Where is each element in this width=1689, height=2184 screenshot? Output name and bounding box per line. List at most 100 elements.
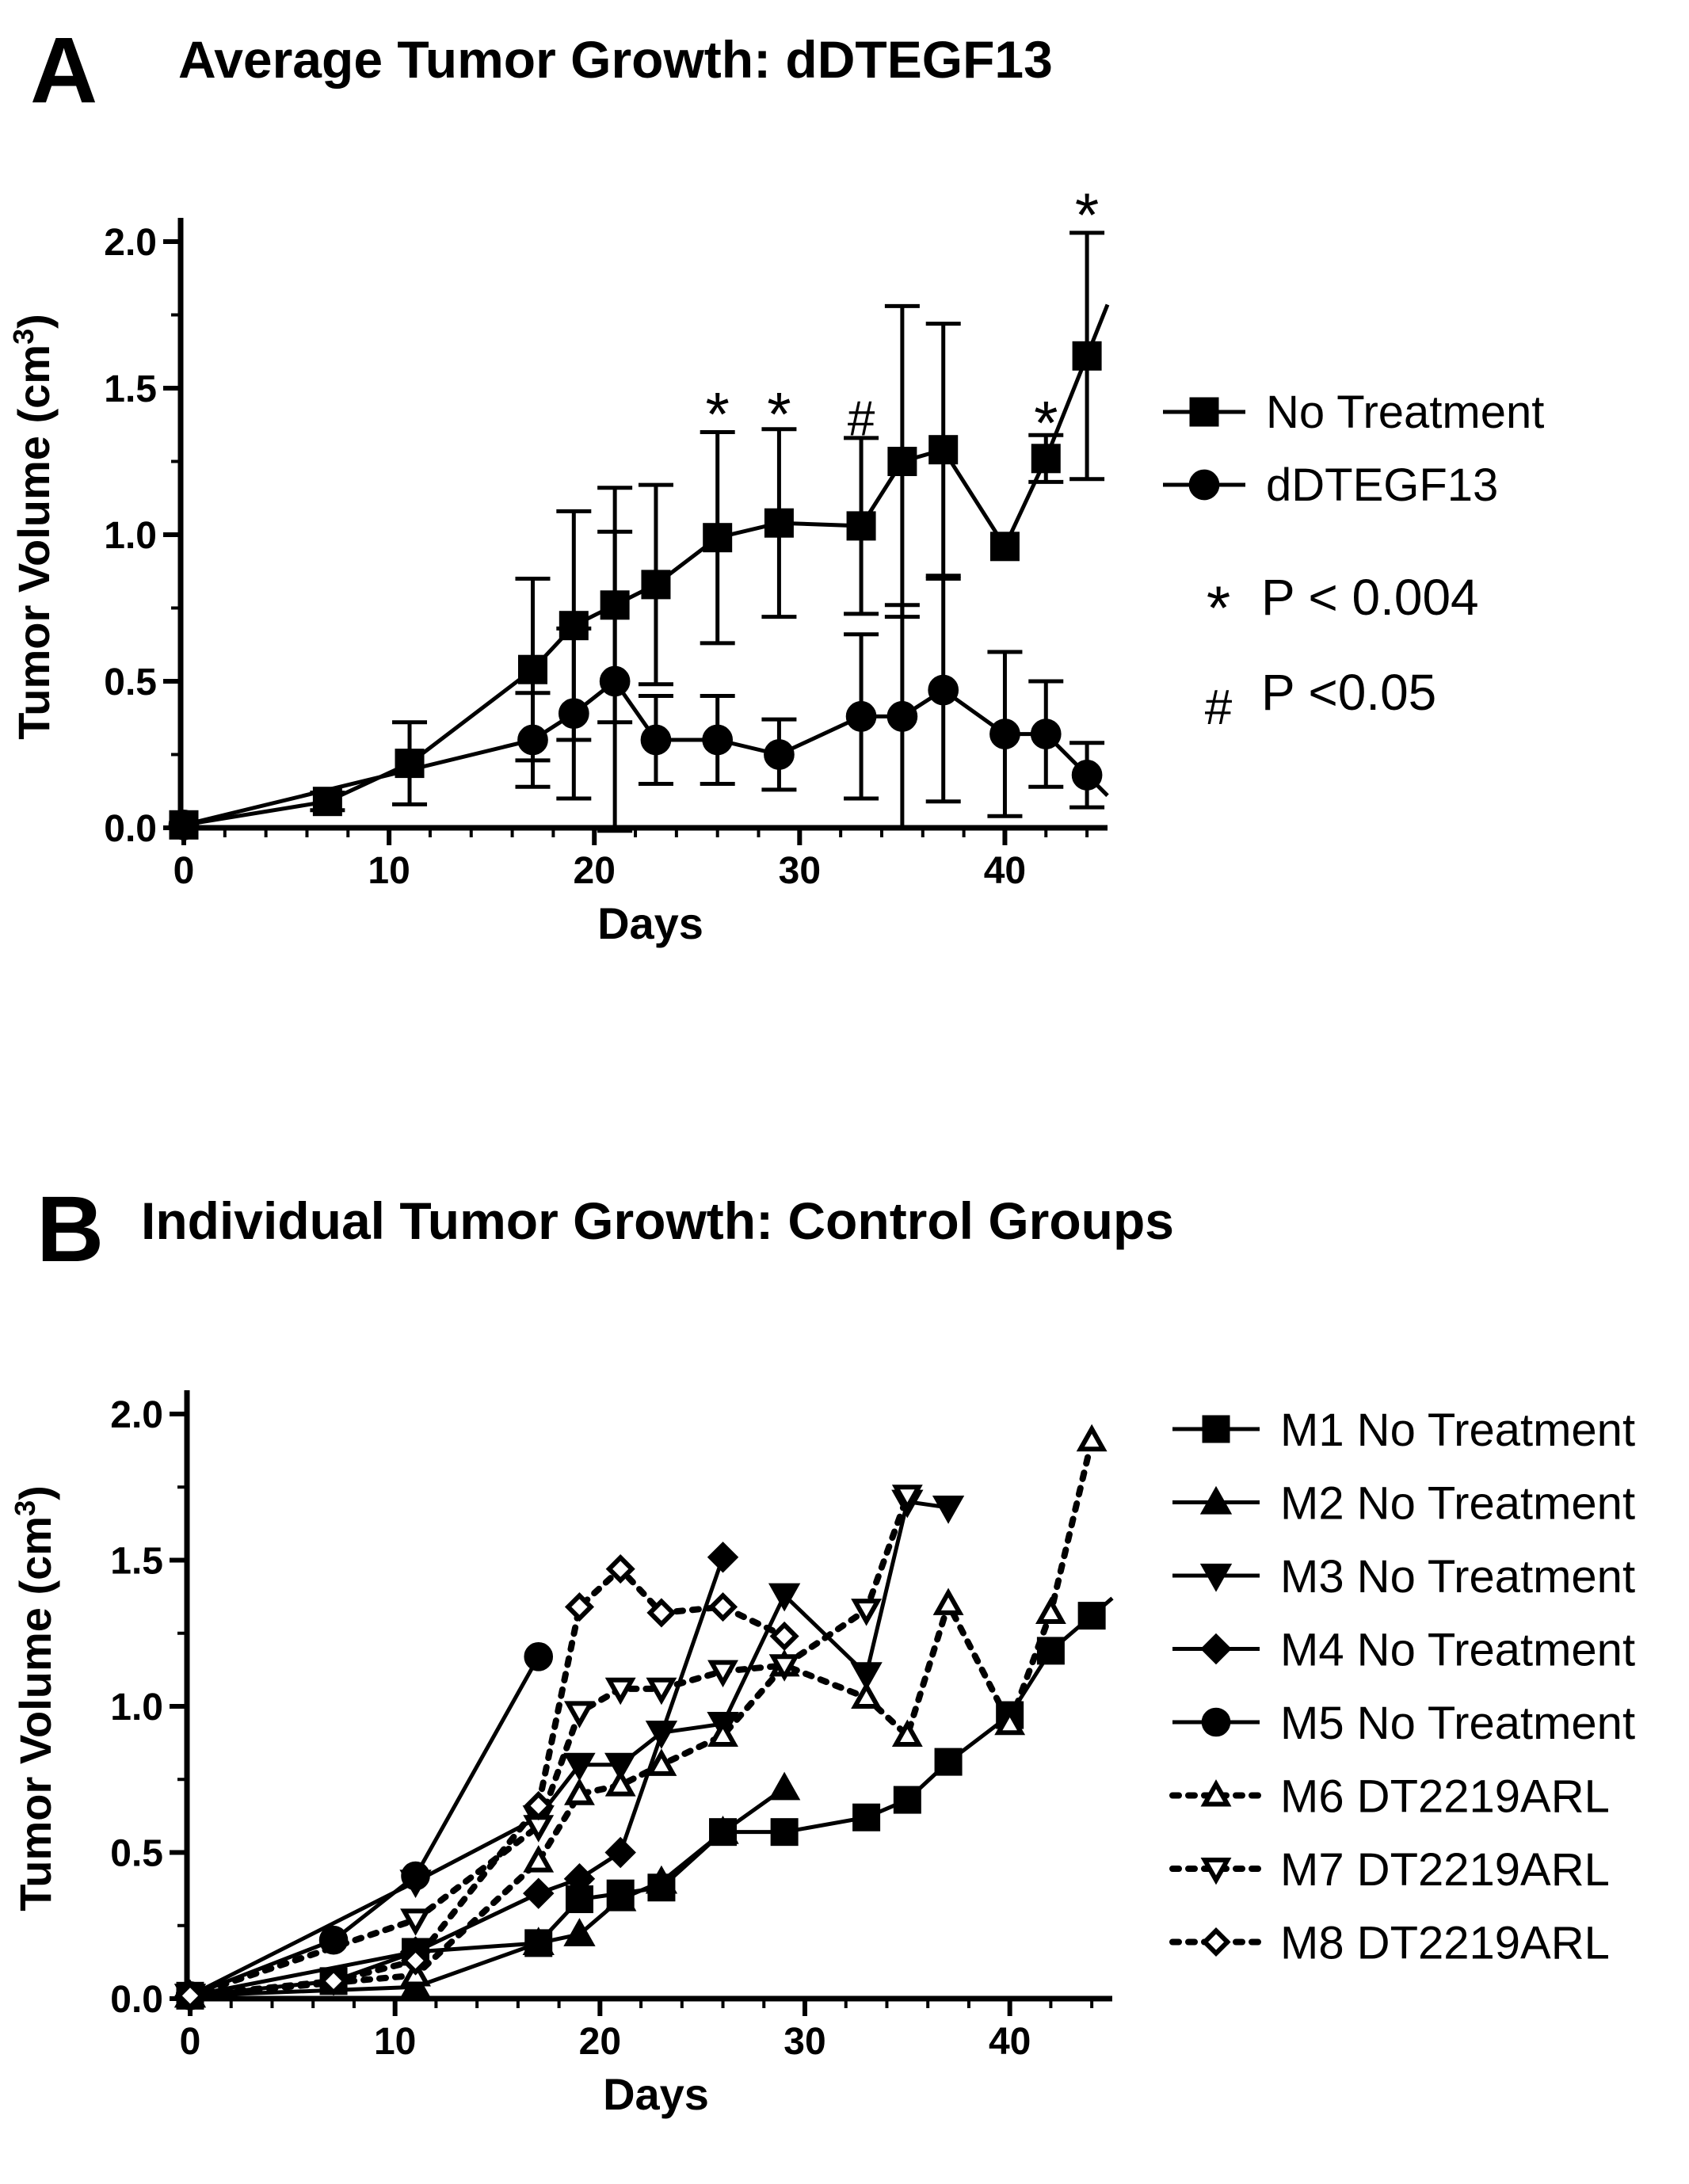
a-point-ddtegf13 — [1030, 718, 1062, 749]
b-legend-label: M4 No Treatment — [1280, 1625, 1635, 1676]
b-point-m1-no-treatment — [893, 1786, 921, 1814]
b-legend-marker — [1200, 1633, 1232, 1665]
a-x-tick-label: 10 — [368, 850, 410, 892]
b-y-axis-title-sup: 3 — [9, 1500, 41, 1516]
b-point-m6-dt2219arl — [891, 1719, 923, 1747]
panel-b-letter: B — [36, 1177, 105, 1282]
a-y-tick-label: 1.0 — [104, 515, 157, 557]
b-series-m6-dt2219arl — [174, 1424, 1108, 2007]
a-point-no-treatment — [764, 508, 794, 538]
b-point-m2-no-treatment — [563, 1918, 596, 1946]
b-legend-label: M7 DT2219ARL — [1280, 1844, 1610, 1896]
a-significance-key-label: P <0.05 — [1261, 664, 1436, 721]
b-point-m1-no-treatment — [852, 1803, 881, 1831]
b-point-m5-no-treatment — [524, 1641, 554, 1671]
panel-a-letter: A — [30, 18, 98, 123]
panel-b-title: Individual Tumor Growth: Control Groups — [141, 1191, 1175, 1250]
b-point-m7-dt2219arl — [851, 1599, 883, 1626]
b-point-m4-no-treatment — [707, 1542, 739, 1573]
b-x-tick-label: 30 — [783, 2021, 825, 2063]
a-point-ddtegf13 — [886, 701, 918, 732]
b-y-tick-label: 0.0 — [110, 1979, 163, 2021]
b-point-m2-no-treatment — [768, 1771, 801, 1801]
a-y-tick-label: 1.5 — [104, 368, 157, 410]
b-legend-marker — [1201, 1707, 1231, 1737]
a-point-no-treatment — [989, 532, 1020, 562]
b-point-m8-dt2219arl — [318, 1966, 349, 1996]
b-point-m2-no-treatment — [522, 1927, 555, 1955]
b-y-tick-label: 0.5 — [110, 1833, 163, 1875]
b-legend: M1 No Treatment M2 No Treatment M3 No Trea… — [1169, 1405, 1635, 1969]
a-x-tick-label: 30 — [779, 850, 821, 892]
a-x-tick-label: 40 — [984, 850, 1026, 892]
b-point-m7-dt2219arl — [564, 1701, 595, 1729]
b-point-m4-no-treatment — [523, 1877, 555, 1909]
chart-a: 0 10 20 30 40 0.0 0.5 1.0 1.5 2.0 Days Tumor Volume… — [7, 180, 1545, 948]
a-y-tick-label: 0.5 — [104, 661, 157, 703]
b-point-m6-dt2219arl — [707, 1719, 738, 1747]
a-y-tick-label: 2.0 — [104, 222, 157, 264]
b-point-m8-dt2219arl — [524, 1790, 554, 1821]
b-point-m8-dt2219arl — [400, 1946, 431, 1976]
b-point-m2-no-treatment — [645, 1865, 678, 1894]
a-point-ddtegf13 — [1071, 760, 1103, 791]
b-point-m6-dt2219arl — [1076, 1424, 1108, 1452]
a-point-ddtegf13 — [599, 665, 631, 697]
b-y-axis-title-main: Tumor Volume (cm — [10, 1516, 60, 1911]
b-point-m3-no-treatment — [604, 1752, 637, 1782]
b-point-m6-dt2219arl — [646, 1748, 677, 1776]
b-series-m5-no-treatment — [175, 1641, 554, 2011]
a-point-no-treatment — [928, 435, 959, 465]
b-y-axis-title-tail: ) — [10, 1485, 60, 1500]
b-point-m8-dt2219arl — [646, 1598, 677, 1628]
a-significance-key-symbol: * — [1207, 573, 1230, 642]
a-legend-label: dDTEGF13 — [1266, 459, 1498, 511]
b-point-m7-dt2219arl — [400, 1908, 431, 1936]
a-significance-marker: * — [706, 379, 730, 449]
b-x-tick-label: 20 — [579, 2021, 621, 2063]
a-point-no-treatment — [641, 570, 671, 600]
a-significance-marker: * — [1034, 388, 1058, 458]
a-point-no-treatment — [395, 749, 425, 779]
b-point-m7-dt2219arl — [891, 1485, 923, 1512]
a-x-tick-label: 20 — [574, 850, 616, 892]
b-point-m3-no-treatment — [768, 1583, 801, 1612]
b-series-line — [189, 1656, 540, 1998]
b-series-m7-dt2219arl — [174, 1485, 923, 2012]
b-legend-marker — [1199, 1485, 1233, 1515]
b-legend-label: M3 No Treatment — [1280, 1551, 1635, 1603]
a-point-no-treatment — [517, 654, 547, 684]
a-point-no-treatment — [887, 447, 917, 476]
b-legend-label: M6 DT2219ARL — [1280, 1771, 1610, 1823]
b-point-m4-no-treatment — [563, 1862, 596, 1895]
a-y-axis-title-tail: ) — [9, 314, 59, 329]
b-series-line — [189, 1556, 725, 1998]
b-y-tick-label: 2.0 — [110, 1394, 163, 1436]
b-series-line — [187, 1492, 911, 1999]
b-point-m7-dt2219arl — [604, 1677, 636, 1706]
a-point-ddtegf13 — [517, 724, 548, 756]
b-x-tick-label: 10 — [374, 2021, 416, 2063]
b-x-tick-label: 40 — [989, 2021, 1031, 2063]
b-point-m7-dt2219arl — [646, 1677, 677, 1706]
a-point-no-treatment — [703, 523, 733, 553]
b-point-m2-no-treatment — [707, 1816, 739, 1844]
b-point-m8-dt2219arl — [564, 1591, 595, 1622]
b-point-m4-no-treatment — [604, 1836, 636, 1869]
a-point-ddtegf13 — [702, 724, 734, 756]
a-y-tick-label: 0.0 — [104, 808, 157, 850]
b-point-m7-dt2219arl — [768, 1654, 800, 1682]
a-legend: No Treatment dDTEGF13 * P < 0.004 # P <0.05 — [1163, 387, 1544, 735]
b-point-m5-no-treatment — [401, 1861, 430, 1891]
b-series-m3-no-treatment — [173, 1489, 965, 2012]
a-significance-marker: # — [848, 392, 875, 447]
a-legend-marker — [1189, 397, 1219, 427]
b-point-m6-dt2219arl — [1035, 1596, 1066, 1624]
b-point-m2-no-treatment — [604, 1882, 637, 1911]
a-point-ddtegf13 — [640, 724, 672, 756]
b-x-axis-title: Days — [603, 2069, 709, 2119]
b-point-m3-no-treatment — [563, 1752, 596, 1782]
a-point-no-treatment — [1072, 341, 1102, 371]
b-legend-marker — [1199, 1563, 1233, 1592]
b-point-m8-dt2219arl — [707, 1591, 738, 1622]
